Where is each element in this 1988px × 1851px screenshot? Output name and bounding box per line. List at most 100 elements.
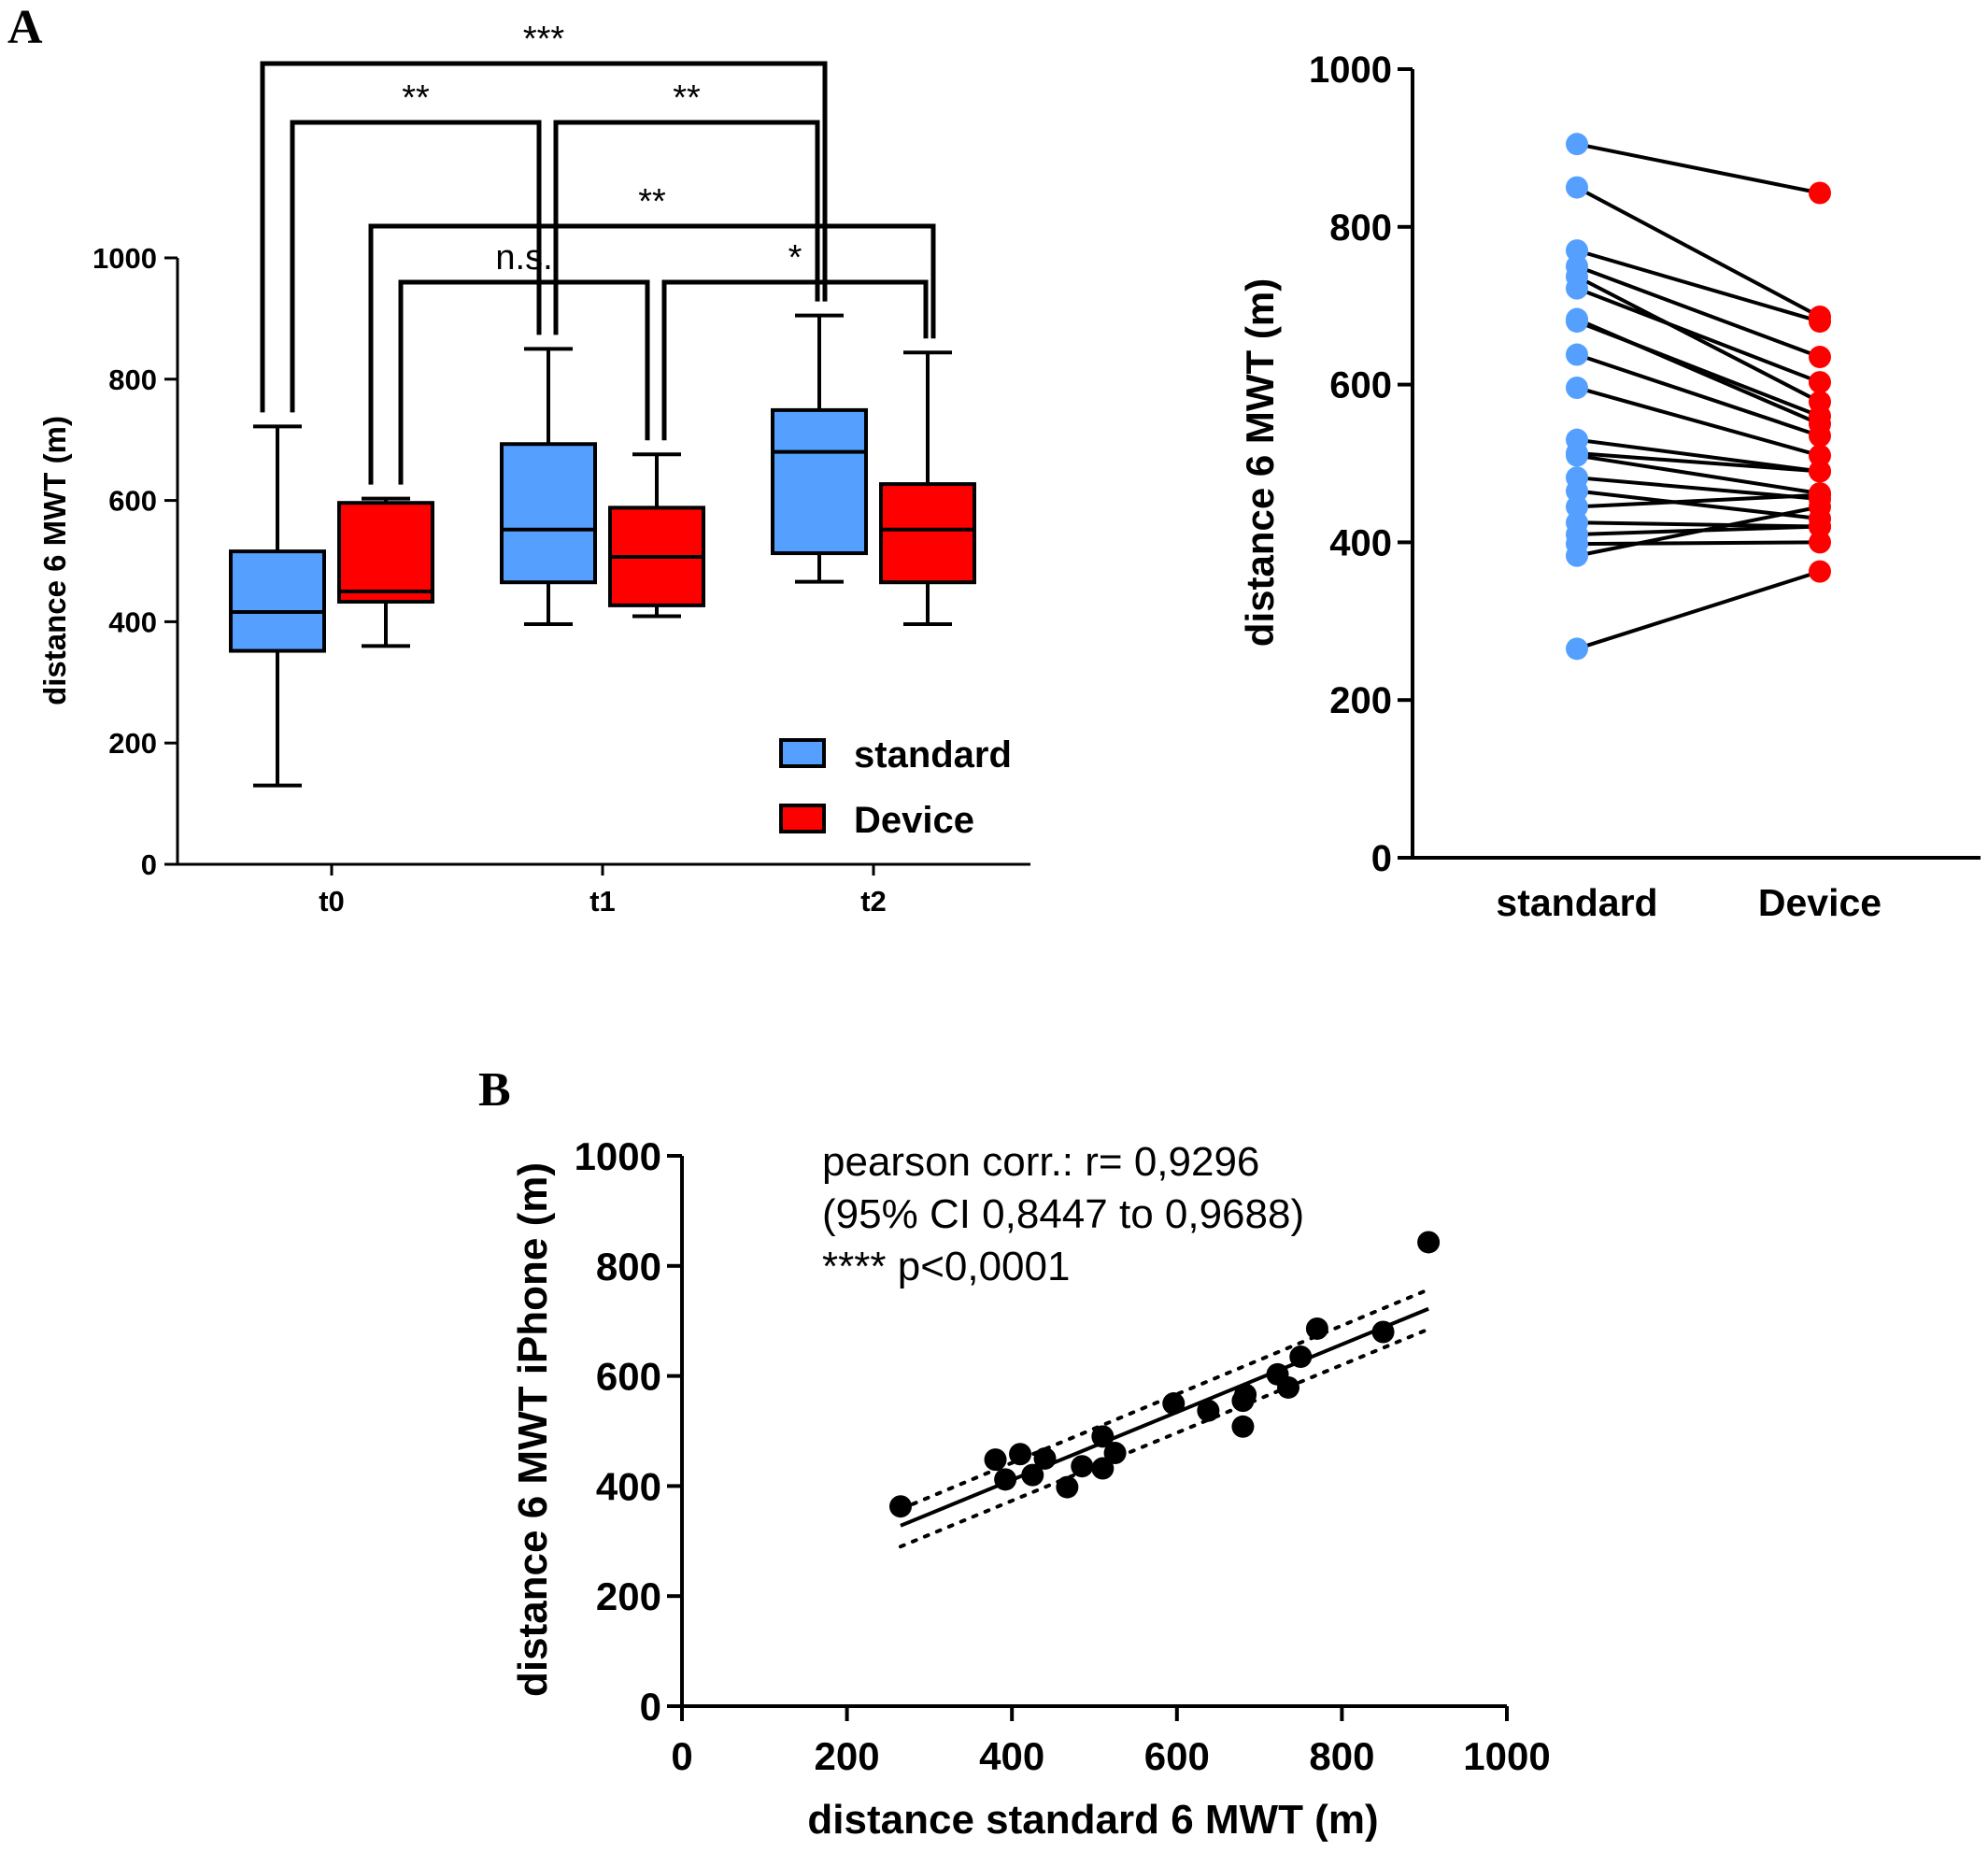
standard-point	[1566, 376, 1588, 399]
device-point	[1809, 310, 1831, 334]
pair-line	[1576, 569, 1821, 651]
scatter-point	[1091, 1457, 1115, 1480]
pair-line	[1576, 492, 1821, 509]
significance-label: ***	[523, 20, 565, 59]
significance-label: n.s.	[495, 238, 552, 278]
pair-line	[1576, 437, 1821, 474]
significance-bracket	[661, 279, 929, 441]
device-point	[1809, 424, 1831, 448]
standard-point	[1566, 343, 1588, 366]
significance-bracket	[260, 61, 828, 413]
x-tick-label: t0	[319, 885, 345, 918]
significance-bracket	[553, 120, 820, 335]
standard-point	[1566, 133, 1588, 156]
correlation-annotation-line: (95% CI 0,8447 to 0,9688)	[822, 1191, 1304, 1237]
y-tick-label: 400	[1329, 522, 1392, 563]
box-plot-chart: 0 200 400 600 800 1000 distance 6 MWT (m) t0 t1 t…	[37, 20, 1030, 918]
scatter-point	[1231, 1415, 1255, 1438]
panel-label-b: B	[478, 1063, 511, 1117]
scatter-point	[1197, 1399, 1220, 1422]
y-axis-label: distance 6 MWT (m)	[1238, 278, 1282, 647]
y-tick-label: 600	[596, 1355, 661, 1399]
scatter-point	[1417, 1231, 1441, 1254]
x-tick-label: 200	[815, 1734, 880, 1778]
regression-line	[900, 1306, 1429, 1528]
y-axis-label: distance 6 MWT iPhone (m)	[510, 1162, 556, 1697]
significance-label: **	[638, 182, 666, 221]
legend-label-device: Device	[854, 800, 974, 841]
scatter-point	[1103, 1442, 1127, 1465]
x-tick-label: 1000	[1463, 1734, 1550, 1778]
standard-point	[1566, 495, 1588, 519]
device-point	[1809, 371, 1831, 394]
box-device	[879, 482, 976, 585]
significance-label: **	[673, 78, 701, 118]
scatter-point	[1009, 1443, 1032, 1466]
significance-bracket	[290, 120, 542, 413]
pair-line	[1576, 453, 1821, 496]
pair-line	[1576, 264, 1821, 359]
device-point	[1809, 460, 1831, 483]
x-tick-label: 400	[979, 1734, 1044, 1778]
y-tick-label: 200	[1329, 680, 1392, 721]
pair-line	[1576, 505, 1821, 558]
paired-line-chart: 0 200 400 600 800 1000 distance 6 MWT (m) stand…	[1238, 50, 1981, 924]
x-tick-label: 0	[671, 1734, 692, 1778]
standard-point	[1566, 176, 1588, 199]
y-tick-label: 1000	[92, 242, 157, 275]
x-axis-label: distance standard 6 MWT (m)	[807, 1797, 1378, 1843]
x-tick-label: 600	[1144, 1734, 1210, 1778]
device-point	[1809, 346, 1831, 369]
standard-point	[1566, 444, 1588, 467]
scatter-point	[984, 1448, 1007, 1472]
panel-label-a: A	[7, 1, 43, 54]
device-point	[1809, 531, 1831, 554]
legend-swatch-standard	[779, 738, 826, 768]
x-tick-label: t1	[589, 885, 616, 918]
device-point	[1809, 560, 1831, 583]
y-tick-label: 800	[596, 1245, 661, 1289]
significance-label: *	[788, 238, 802, 278]
pair-line	[1576, 185, 1821, 319]
device-point	[1809, 405, 1831, 428]
pair-line	[1576, 249, 1821, 323]
standard-point	[1566, 310, 1588, 334]
y-tick-label: 1000	[575, 1134, 661, 1178]
standard-point	[1566, 637, 1588, 661]
device-point	[1809, 181, 1831, 205]
y-tick-label: 800	[108, 363, 157, 396]
y-tick-label: 600	[108, 485, 157, 518]
scatter-point	[1162, 1392, 1186, 1416]
device-point	[1809, 515, 1831, 538]
y-tick-label: 0	[640, 1685, 661, 1729]
y-axis-label: distance 6 MWT (m)	[37, 416, 72, 705]
pair-line	[1576, 320, 1821, 419]
box-device	[337, 501, 434, 604]
correlation-annotation-line: pearson corr.: r= 0,9296	[822, 1139, 1259, 1185]
y-tick-label: 1000	[1309, 50, 1392, 91]
pair-line	[1576, 352, 1821, 438]
box-standard	[771, 407, 868, 556]
box-standard	[229, 549, 326, 653]
significance-bracket	[368, 223, 936, 485]
scatter-point	[1071, 1455, 1094, 1478]
significance-label: **	[402, 78, 430, 118]
box-standard	[500, 442, 597, 585]
y-tick-label: 400	[596, 1464, 661, 1508]
scatter-point	[1091, 1425, 1115, 1448]
x-tick-label: Device	[1758, 881, 1882, 924]
standard-point	[1566, 277, 1588, 300]
y-tick-label: 200	[108, 727, 157, 760]
y-tick-label: 600	[1329, 365, 1392, 406]
x-tick-label: standard	[1496, 881, 1657, 924]
pair-line	[1576, 275, 1821, 404]
pair-line	[1576, 386, 1821, 458]
legend-swatch-device	[779, 804, 826, 833]
scatter-point	[888, 1495, 912, 1518]
x-tick-label: 800	[1309, 1734, 1374, 1778]
standard-point	[1566, 479, 1588, 503]
ci-lower-line	[898, 1327, 1431, 1549]
scatter-point	[1371, 1320, 1395, 1344]
y-tick-label: 0	[141, 848, 157, 881]
